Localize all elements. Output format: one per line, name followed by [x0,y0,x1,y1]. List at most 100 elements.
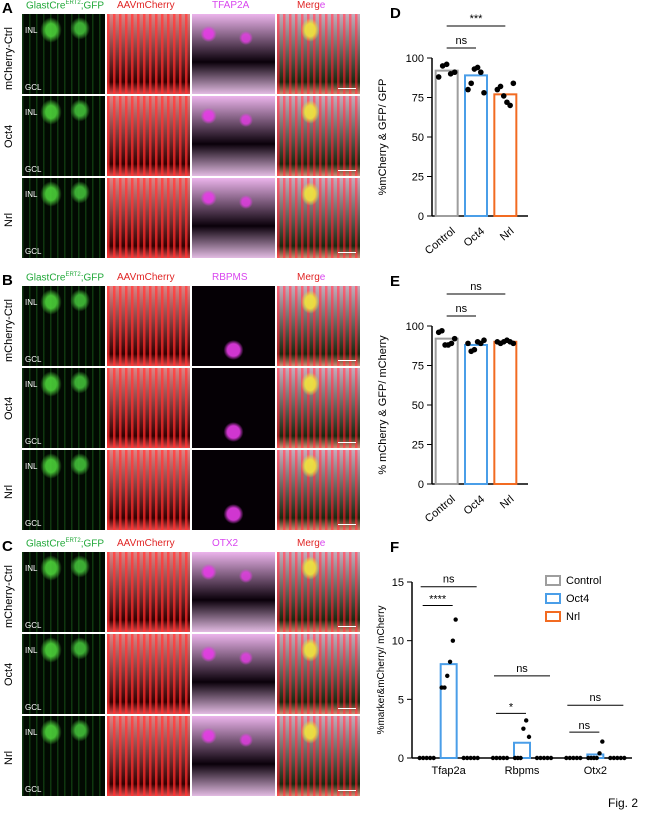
legend-label-oct4: Oct4 [566,593,589,605]
y-tick-label: 0 [418,479,424,491]
panel-letter-c: C [2,538,13,555]
header-merge-a: Merge [297,0,326,11]
significance-label: *** [470,13,484,25]
micrograph-c-r0-c0: INL GCL [22,552,105,632]
x-tick-label: Nrl [498,493,516,511]
legend-swatch-nrl [545,611,561,622]
micrograph-b-r1-c1 [107,368,190,448]
data-point [567,755,573,761]
row-label-c-0: mCherry-Ctrl [3,565,15,628]
micrograph-b-r2-c0: INL GCL [22,450,105,530]
inl-label: INL [25,564,38,573]
data-point [594,755,599,761]
bar-control [434,69,459,217]
data-point [442,685,447,690]
micrograph-c-r2-c0: INL GCL [22,716,105,796]
y-axis-label: % mCherry & GFP/ mCherry [377,335,389,475]
data-point [501,755,506,761]
data-point [534,755,540,761]
data-point [471,346,478,353]
micrograph-b-r2-c2 [192,450,275,530]
data-point [435,74,442,80]
micrograph-b-r1-c0: INL GCL [22,368,105,448]
header-marker-c: OTX2 [212,538,239,549]
data-point [471,755,477,761]
micrograph-a-r2-c2 [192,178,275,258]
x-tick-label: Oct4 [462,493,488,517]
chart-f: F 0 5 10 15 %marker&mCherry/ mCherry Tfap2a ***… [370,536,648,798]
y-tick-label: 50 [412,400,424,412]
micrograph-b-r0-c1 [107,286,190,366]
inl-label: INL [25,190,38,199]
header-merge-c: Merge [297,538,326,549]
header-aav-b: AAVmCherry [117,272,175,283]
header-marker-a: TFAP2A [212,0,250,11]
scale-bar [338,442,356,443]
data-point [618,755,624,761]
micrograph-a-r0-c1 [107,14,190,94]
data-point [490,755,496,761]
data-point [468,755,473,761]
data-point [451,335,458,342]
data-point [464,755,470,761]
micrograph-c-r1-c0: INL GCL [22,634,105,714]
data-point [507,102,513,109]
micrograph-a-r0-c2 [192,14,275,94]
micrograph-c-r1-c3 [277,634,360,714]
legend-label-nrl: Nrl [566,611,580,623]
micrograph-c-r0-c1 [107,552,190,632]
row-label-b-0: mCherry-Ctrl [3,299,15,362]
row-label-a-2: Nrl [3,212,15,227]
data-point [431,755,436,761]
micrograph-c-r2-c2 [192,716,275,796]
data-point [427,755,433,761]
x-tick-label: Control [423,493,458,525]
data-point [465,86,471,93]
data-point [541,755,547,761]
scale-bar [338,170,356,171]
data-point [497,755,503,761]
legend-swatch-oct4 [545,593,561,604]
inl-label: INL [25,462,38,471]
data-point [538,755,543,761]
legend-label-control: Control [566,575,601,587]
scale-bar [338,708,356,709]
data-point [475,755,480,761]
chart-e-svg: E 0 25 50 75 100 % mCherry & GFP/ mCherry Contr… [377,273,528,525]
header-aav-a: AAVmCherry [117,0,175,11]
significance-label: **** [429,593,447,605]
header-glast-b: GlastCreERT2;GFP [26,272,105,284]
significance-label: ns [456,35,468,47]
data-point [445,673,450,679]
micrograph-c-r0-c2 [192,552,275,632]
y-tick-label: 75 [412,93,424,105]
data-point [521,726,526,731]
gcl-label: GCL [25,437,42,446]
data-point [481,89,487,96]
data-point [526,734,532,740]
data-point [600,739,605,744]
micrograph-a-r2-c0: INL GCL [22,178,105,258]
micrograph-c-r1-c1 [107,634,190,714]
inl-label: INL [25,26,38,35]
data-point [597,751,602,756]
scale-bar [338,626,356,627]
x-tick-label: Otx2 [584,765,607,777]
micrograph-a-r1-c0: INL GCL [22,96,105,176]
inl-label: INL [25,380,38,389]
micrograph-a-r2-c1 [107,178,190,258]
data-point [420,755,426,761]
y-tick-label: 0 [398,753,404,765]
micrograph-b-r2-c3 [277,450,360,530]
data-point [443,61,450,68]
data-point [439,327,445,334]
micrograph-a-r0-c3 [277,14,360,94]
significance-label: ns [470,281,482,293]
y-tick-label: 100 [406,53,424,65]
micrograph-a-r1-c2 [192,96,275,176]
y-axis-label: %mCherry & GFP/ GFP [377,79,389,196]
gcl-label: GCL [25,785,42,794]
data-point [494,755,499,761]
bar-rbpms-oct4 [513,741,531,760]
row-label-b-2: Nrl [3,484,15,499]
